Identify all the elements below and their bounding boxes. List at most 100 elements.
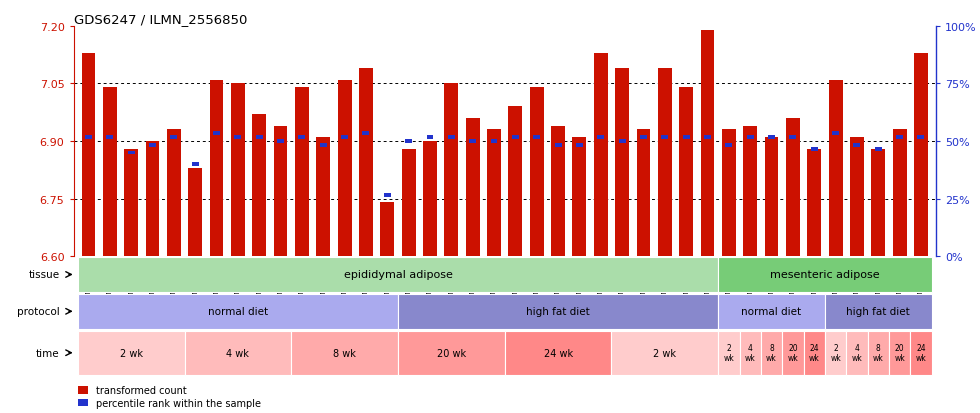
Bar [487, 130, 501, 256]
Bar [804, 331, 825, 375]
Text: 20
wk: 20 wk [788, 343, 799, 363]
Bar [127, 151, 134, 155]
Bar [825, 294, 932, 329]
Bar [893, 130, 907, 256]
Bar [615, 69, 629, 256]
Bar [426, 136, 433, 140]
Text: 8
wk: 8 wk [766, 343, 777, 363]
Bar [683, 136, 690, 140]
Bar [854, 144, 860, 147]
Bar [875, 147, 882, 151]
Bar [725, 144, 732, 147]
Bar [662, 136, 668, 140]
Bar [299, 136, 306, 140]
Bar [341, 136, 348, 140]
Bar [829, 81, 843, 256]
Text: 4 wk: 4 wk [226, 348, 249, 358]
Text: high fat diet: high fat diet [526, 306, 590, 316]
Bar [505, 331, 612, 375]
Bar [231, 84, 245, 256]
Text: 24
wk: 24 wk [915, 343, 926, 363]
Bar [551, 126, 565, 256]
Bar [832, 132, 839, 136]
Bar [184, 331, 291, 375]
Bar [319, 144, 326, 147]
Bar [768, 136, 775, 140]
Bar [576, 144, 583, 147]
Bar [338, 81, 352, 256]
Bar [914, 54, 928, 256]
Bar [106, 136, 114, 140]
Bar [405, 140, 413, 144]
Bar [146, 142, 160, 256]
Legend: transformed count, percentile rank within the sample: transformed count, percentile rank withi… [78, 385, 261, 408]
Bar [810, 147, 817, 151]
Text: 4
wk: 4 wk [852, 343, 862, 363]
Bar [612, 331, 718, 375]
Text: high fat diet: high fat diet [847, 306, 910, 316]
Text: 4
wk: 4 wk [745, 343, 756, 363]
Bar [764, 138, 778, 256]
Text: mesenteric adipose: mesenteric adipose [770, 270, 880, 280]
Bar [718, 257, 932, 292]
Text: 2 wk: 2 wk [654, 348, 676, 358]
Bar [167, 130, 180, 256]
Bar [103, 88, 117, 256]
Bar [188, 169, 202, 256]
Text: GDS6247 / ILMN_2556850: GDS6247 / ILMN_2556850 [74, 13, 247, 26]
Bar [701, 31, 714, 256]
Bar [896, 136, 904, 140]
Bar [77, 294, 398, 329]
Bar [718, 331, 740, 375]
Bar [423, 142, 437, 256]
Text: 8 wk: 8 wk [333, 348, 356, 358]
Bar [448, 136, 455, 140]
Bar [359, 69, 372, 256]
Bar [743, 126, 758, 256]
Bar [658, 69, 671, 256]
Bar [825, 331, 847, 375]
Text: 20
wk: 20 wk [894, 343, 905, 363]
Bar [380, 203, 394, 256]
Bar [637, 130, 651, 256]
Bar [747, 136, 754, 140]
Bar [291, 331, 398, 375]
Bar [917, 136, 924, 140]
Bar [640, 136, 647, 140]
Bar [910, 331, 932, 375]
Bar [85, 136, 92, 140]
Bar [618, 140, 625, 144]
Bar [572, 138, 586, 256]
Bar [704, 136, 710, 140]
Bar [512, 136, 518, 140]
Bar [760, 331, 782, 375]
Text: 24
wk: 24 wk [808, 343, 819, 363]
Bar [317, 138, 330, 256]
Bar [295, 88, 309, 256]
Bar [722, 130, 736, 256]
Text: tissue: tissue [28, 270, 60, 280]
Text: protocol: protocol [17, 306, 60, 316]
Bar [277, 140, 284, 144]
Bar [469, 140, 476, 144]
Bar [867, 331, 889, 375]
Bar [509, 107, 522, 256]
Bar [889, 331, 910, 375]
Bar [871, 149, 885, 256]
Text: time: time [36, 348, 60, 358]
Bar [491, 140, 498, 144]
Text: 24 wk: 24 wk [544, 348, 572, 358]
Bar [77, 257, 718, 292]
Bar [786, 119, 800, 256]
Bar [444, 84, 459, 256]
Bar [533, 136, 540, 140]
Bar [847, 331, 867, 375]
Bar [790, 136, 797, 140]
Bar [530, 88, 544, 256]
Bar [740, 331, 760, 375]
Bar [597, 136, 605, 140]
Text: epididymal adipose: epididymal adipose [344, 270, 453, 280]
Bar [398, 294, 718, 329]
Bar [81, 54, 95, 256]
Bar [213, 132, 220, 136]
